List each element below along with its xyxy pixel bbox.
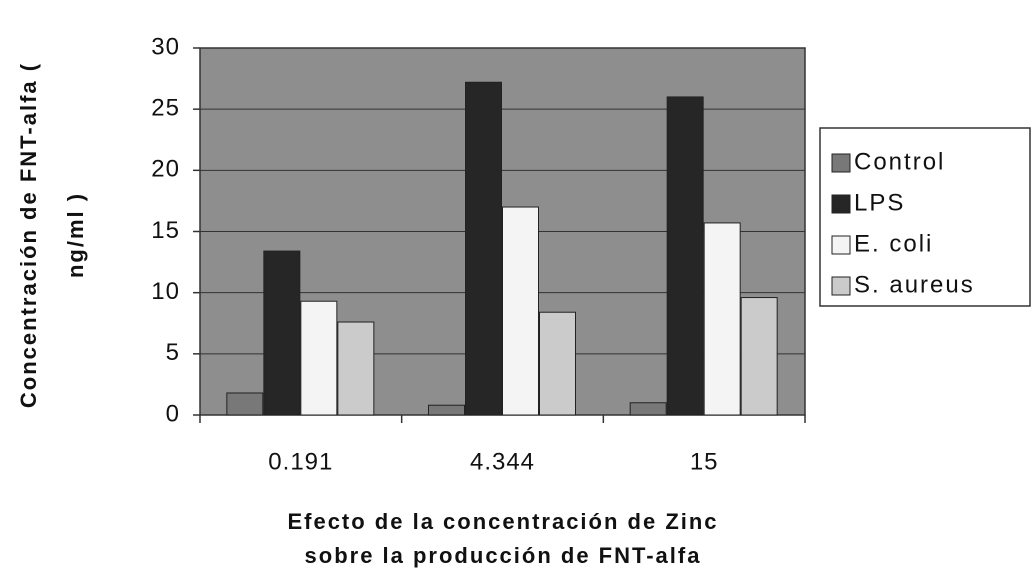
x-axis-title: sobre la producción de FNT-alfa (305, 543, 702, 568)
legend-swatch (831, 235, 851, 255)
legend-box (819, 127, 1031, 307)
legend-label: E. coli (854, 230, 933, 257)
y-tick-label: 30 (151, 33, 180, 60)
legend-label: Control (854, 148, 945, 175)
legend-label: LPS (854, 189, 905, 216)
bar (629, 402, 667, 416)
bar (465, 81, 502, 416)
y-axis-title: ng/ml ) (63, 192, 88, 278)
x-tick-label: 4.344 (470, 448, 535, 475)
bar (740, 297, 778, 416)
bar (226, 392, 264, 416)
legend-swatch (831, 153, 851, 173)
bar (703, 222, 741, 416)
y-tick-label: 15 (151, 217, 180, 244)
legend-swatch (831, 276, 851, 296)
y-tick-label: 25 (151, 95, 180, 122)
y-axis-title: Concentración de FNT-alfa ( (16, 62, 41, 408)
bar (502, 206, 539, 416)
bar (666, 96, 704, 416)
y-tick-label: 10 (151, 278, 180, 305)
bar (539, 311, 576, 416)
legend-label: S. aureus (854, 271, 975, 298)
x-tick-label: 0.191 (268, 448, 333, 475)
bar (263, 250, 301, 416)
y-tick-label: 0 (166, 400, 180, 427)
x-tick-label: 15 (690, 448, 719, 475)
bar (428, 404, 465, 416)
bar (337, 321, 375, 416)
bar (300, 300, 338, 416)
x-axis-title: Efecto de la concentración de Zinc (287, 509, 718, 534)
legend-swatch (831, 194, 851, 214)
y-tick-label: 20 (151, 156, 180, 183)
y-tick-label: 5 (166, 339, 180, 366)
